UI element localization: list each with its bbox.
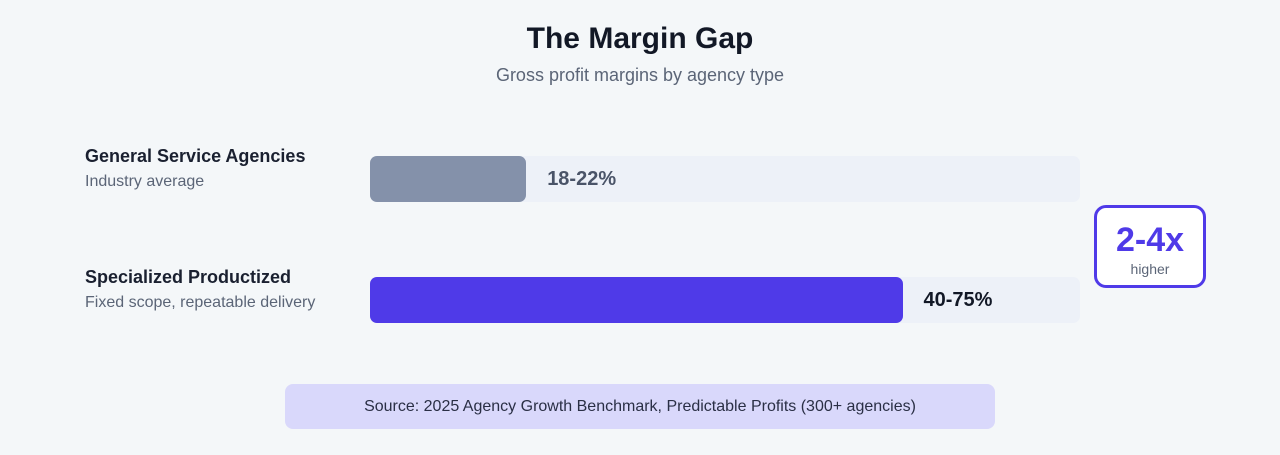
category-description: Fixed scope, repeatable delivery — [85, 294, 316, 311]
category-description: Industry average — [85, 173, 205, 190]
bar-track: 18-22% — [370, 156, 1080, 202]
value-label: 40-75% — [923, 289, 993, 311]
multiplier-value: 2-4x — [1115, 221, 1185, 259]
source-note: Source: 2025 Agency Growth Benchmark, Pr… — [285, 384, 995, 429]
multiplier-badge: 2-4x higher — [1094, 205, 1206, 288]
multiplier-label: higher — [1130, 261, 1170, 277]
bar-track: 40-75% — [370, 277, 1080, 323]
bar-general — [370, 156, 527, 202]
value-label: 18-22% — [547, 168, 617, 190]
bar-row-general: General Service Agencies Industry averag… — [0, 146, 1280, 202]
bar-specialized — [370, 277, 903, 323]
category-label: Specialized Productized — [85, 267, 292, 287]
chart-subtitle: Gross profit margins by agency type — [495, 65, 785, 85]
chart-title: The Margin Gap — [526, 22, 754, 55]
category-label: General Service Agencies — [85, 146, 306, 166]
bar-row-specialized: Specialized Productized Fixed scope, rep… — [0, 267, 1280, 323]
